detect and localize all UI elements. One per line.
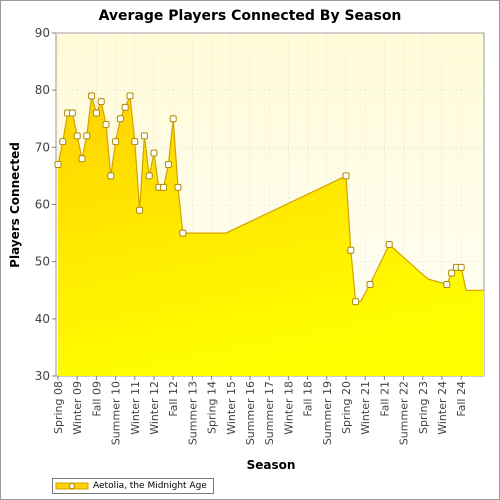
data-point-marker bbox=[97, 98, 105, 106]
x-tick-label: Winter 09 bbox=[71, 381, 84, 435]
data-point-marker bbox=[352, 298, 360, 306]
data-point-marker bbox=[448, 269, 456, 277]
x-tick-label: Spring 14 bbox=[206, 381, 219, 434]
data-point-marker bbox=[88, 92, 96, 100]
x-tick-label: Summer 17 bbox=[263, 381, 276, 445]
series-markers bbox=[54, 92, 465, 306]
data-point-marker bbox=[342, 172, 350, 180]
x-tick-label: Summer 22 bbox=[398, 381, 411, 445]
data-point-marker bbox=[174, 183, 182, 191]
x-tick-label: Spring 20 bbox=[340, 381, 353, 434]
data-point-marker bbox=[457, 263, 465, 271]
data-point-marker bbox=[78, 155, 86, 163]
x-axis-label: Season bbox=[247, 458, 296, 472]
data-point-marker bbox=[126, 92, 134, 100]
data-point-marker bbox=[160, 183, 168, 191]
x-tick-label: Winter 11 bbox=[129, 381, 142, 435]
y-axis: 30 40 50 60 70 80 90 bbox=[35, 26, 56, 383]
data-point-marker bbox=[150, 149, 158, 157]
y-tick-label: 80 bbox=[35, 83, 50, 97]
x-tick-label: Winter 24 bbox=[436, 381, 449, 435]
series-line bbox=[57, 95, 484, 303]
data-point-marker bbox=[443, 281, 451, 289]
legend: Aetolia, the Midnight Age bbox=[52, 478, 214, 494]
y-axis-label: Players Connected bbox=[8, 142, 22, 268]
x-tick-label: Winter 12 bbox=[148, 381, 161, 435]
x-tick-label: Fall 12 bbox=[167, 381, 180, 417]
data-point-marker bbox=[73, 132, 81, 140]
data-point-marker bbox=[116, 115, 124, 123]
chart-title: Average Players Connected By Season bbox=[98, 8, 402, 24]
x-tick-label: Winter 18 bbox=[282, 381, 295, 435]
x-tick-label: Winter 21 bbox=[359, 381, 372, 435]
y-tick-label: 30 bbox=[35, 369, 50, 383]
y-tick-label: 70 bbox=[35, 140, 50, 154]
legend-swatch bbox=[55, 482, 89, 490]
x-tick-label: Fall 24 bbox=[455, 381, 468, 417]
data-point-marker bbox=[385, 241, 393, 249]
x-tick-label: Winter 15 bbox=[225, 381, 238, 435]
data-point-marker bbox=[92, 109, 100, 117]
data-point-marker bbox=[366, 281, 374, 289]
x-tick-label: Summer 16 bbox=[244, 381, 257, 445]
x-tick-label: Summer 19 bbox=[321, 381, 334, 445]
data-point-marker bbox=[164, 160, 172, 168]
series-area bbox=[58, 95, 484, 377]
data-point-marker bbox=[347, 246, 355, 254]
x-tick-label: Summer 10 bbox=[110, 381, 123, 445]
x-tick-label: Spring 23 bbox=[417, 381, 430, 434]
data-point-marker bbox=[68, 109, 76, 117]
y-tick-label: 60 bbox=[35, 198, 50, 212]
x-axis: Spring 08 Winter 09 Fall 09 Summer 10 Winter… bbox=[52, 376, 468, 445]
data-point-marker bbox=[140, 132, 148, 140]
data-point-marker bbox=[179, 229, 187, 237]
data-point-marker bbox=[102, 120, 110, 128]
data-point-marker bbox=[107, 172, 115, 180]
y-tick-label: 90 bbox=[35, 26, 50, 40]
x-tick-label: Spring 08 bbox=[52, 381, 65, 434]
x-tick-label: Fall 21 bbox=[378, 381, 391, 417]
y-tick-label: 50 bbox=[35, 255, 50, 269]
data-point-marker bbox=[121, 103, 129, 111]
data-point-marker bbox=[59, 138, 67, 146]
data-point-marker bbox=[169, 115, 177, 123]
data-point-marker bbox=[54, 160, 62, 168]
data-point-marker bbox=[83, 132, 91, 140]
x-tick-label: Fall 09 bbox=[90, 381, 103, 417]
y-tick-label: 40 bbox=[35, 312, 50, 326]
x-tick-label: Fall 18 bbox=[302, 381, 315, 417]
data-point-marker bbox=[131, 138, 139, 146]
x-tick-label: Summer 13 bbox=[186, 381, 199, 445]
data-point-marker bbox=[145, 172, 153, 180]
legend-label: Aetolia, the Midnight Age bbox=[93, 481, 207, 491]
data-point-marker bbox=[136, 206, 144, 214]
data-point-marker bbox=[112, 138, 120, 146]
